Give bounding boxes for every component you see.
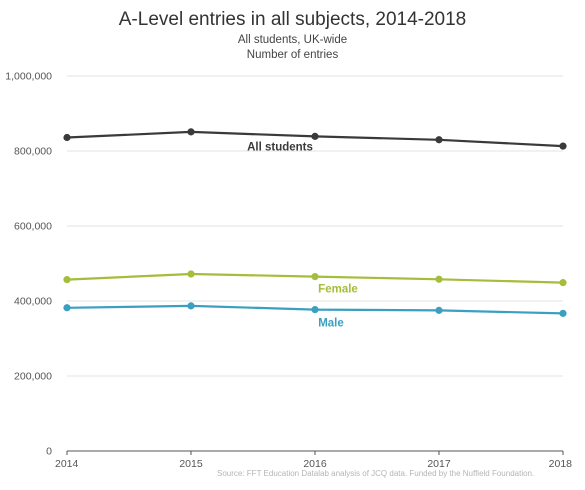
data-point-all-students [435,136,443,144]
y-tick-label: 200,000 [14,371,52,383]
x-tick-label: 2015 [179,458,203,470]
data-point-male [435,306,443,314]
x-tick-label: 2014 [55,458,79,470]
data-point-male [63,304,71,312]
y-tick-label: 600,000 [14,221,52,233]
y-tick-label: 400,000 [14,296,52,308]
data-point-male [559,309,567,317]
chart-subtitle-line-1: All students, UK-wide [237,34,348,46]
source-note: Source: FFT Education Datalab analysis o… [217,469,535,478]
data-point-male [187,302,195,310]
x-tick-label: 2016 [303,458,327,470]
data-point-male [311,306,319,314]
x-tick-label: 2017 [427,458,451,470]
data-point-female [63,276,71,284]
data-point-all-students [187,128,195,136]
data-point-all-students [63,133,71,142]
x-tick-label: 2018 [549,458,573,470]
data-point-female [187,270,195,278]
chart-subtitle-line-2: Number of entries [246,49,339,61]
chart-title: A-Level entries in all subjects, 2014-20… [118,9,467,30]
y-tick-label: 1,000,000 [5,71,52,83]
data-point-female [311,273,319,281]
y-tick-label: 800,000 [14,146,52,158]
series-label-male: Male [318,318,344,330]
series-label-all-students: All students [247,141,313,153]
data-point-female [559,279,567,287]
data-point-all-students [559,142,567,150]
y-tick-label: 0 [46,446,52,458]
series-label-female: Female [318,284,358,296]
data-point-all-students [311,132,319,140]
data-point-female [435,275,443,283]
